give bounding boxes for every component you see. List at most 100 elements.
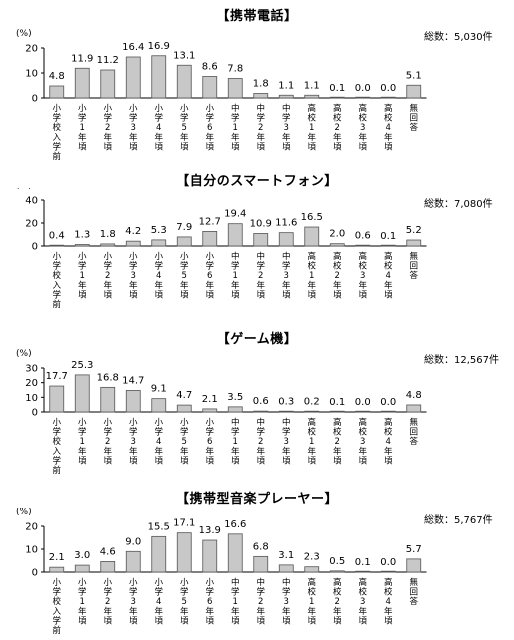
bar bbox=[176, 64, 192, 99]
bar bbox=[380, 244, 396, 247]
bar bbox=[304, 410, 320, 413]
total-label: 総数： bbox=[424, 32, 454, 43]
bar bbox=[253, 233, 269, 247]
bar bbox=[406, 84, 422, 99]
bar bbox=[49, 244, 65, 247]
x-tick-label: 小学校入学前 bbox=[52, 577, 61, 636]
bar bbox=[202, 230, 218, 247]
data-label: 6.8 bbox=[253, 541, 269, 552]
bar bbox=[151, 535, 167, 573]
bar bbox=[227, 406, 243, 413]
data-label: 2.1 bbox=[202, 394, 218, 405]
x-tick-label: 高校 4 年頃 bbox=[384, 103, 393, 152]
total-label: 総数： bbox=[424, 355, 454, 366]
x-tick-label: 小学 6 年頃 bbox=[205, 577, 214, 626]
data-label: 11.2 bbox=[97, 55, 119, 66]
bar bbox=[49, 566, 65, 573]
x-tick-label: 中学 3 年頃 bbox=[282, 251, 291, 300]
y-tick-label: 0 bbox=[32, 408, 38, 419]
data-label: 17.7 bbox=[46, 371, 68, 382]
x-tick-label: 高校 4 年頃 bbox=[384, 251, 393, 300]
x-tick-label: 小学 4 年頃 bbox=[154, 251, 163, 300]
data-label: 1.3 bbox=[74, 230, 90, 241]
x-tick-label: 高校 1 年頃 bbox=[307, 417, 316, 466]
x-tick-label: 高校 2 年頃 bbox=[333, 577, 342, 626]
bar bbox=[176, 404, 192, 413]
x-tick-label: 小学 2 年頃 bbox=[103, 417, 112, 466]
bar bbox=[278, 94, 294, 99]
data-label: 10.9 bbox=[250, 218, 272, 229]
bar bbox=[227, 223, 243, 247]
data-label: 1.1 bbox=[278, 80, 294, 91]
bar bbox=[49, 385, 65, 413]
data-label: 5.2 bbox=[406, 225, 422, 236]
data-label: 0.4 bbox=[49, 231, 65, 242]
x-tick-label: 小学 1 年頃 bbox=[78, 417, 87, 466]
bar bbox=[278, 232, 294, 247]
data-label: 13.1 bbox=[173, 50, 195, 61]
data-label: 3.1 bbox=[278, 550, 294, 561]
bar bbox=[278, 410, 294, 413]
bar-chart-music-player: (%) 0 10 20 2.1 小学校入学前 3.0 小学 1 年頃 4.6 小学 2 年頃 9.0 小学 3 年… bbox=[16, 508, 427, 636]
data-label: 11.9 bbox=[71, 53, 93, 64]
y-tick-label: 30 bbox=[25, 364, 38, 375]
data-label: 4.6 bbox=[100, 546, 116, 557]
data-label: 0.0 bbox=[380, 557, 396, 568]
total-label: 総数： bbox=[424, 515, 454, 526]
data-label: 0.3 bbox=[278, 397, 294, 408]
x-tick-label: 小学 1 年頃 bbox=[78, 577, 87, 626]
bar bbox=[202, 539, 218, 573]
bar bbox=[100, 69, 116, 99]
x-tick-label: 小学 3 年頃 bbox=[129, 251, 138, 300]
y-axis-unit: (%) bbox=[16, 508, 32, 517]
y-tick-label: 20 bbox=[25, 378, 38, 389]
x-tick-label: 小学 2 年頃 bbox=[103, 577, 112, 626]
data-label: 16.8 bbox=[97, 372, 119, 383]
data-label: 2.0 bbox=[329, 229, 345, 240]
bar bbox=[406, 239, 422, 247]
bar bbox=[253, 410, 269, 413]
data-label: 4.8 bbox=[49, 71, 65, 82]
y-axis-unit: (%) bbox=[16, 188, 32, 191]
x-tick-label: 中学 3 年頃 bbox=[282, 103, 291, 152]
x-tick-label: 小学 4 年頃 bbox=[154, 103, 163, 152]
data-label: 1.8 bbox=[100, 229, 116, 240]
bar bbox=[100, 243, 116, 247]
x-tick-label: 高校 3 年頃 bbox=[358, 103, 367, 152]
y-tick-label: 0 bbox=[32, 568, 38, 579]
bar bbox=[253, 555, 269, 573]
bar bbox=[355, 244, 371, 247]
x-tick-label: 小学 3 年頃 bbox=[129, 417, 138, 466]
bar-chart-keitai: (%) 0 10 20 4.8 小学校入学前 11.9 小学 1 年頃 11.2 小学 2 年頃 16.4 小… bbox=[16, 29, 427, 162]
data-label: 1.8 bbox=[253, 79, 269, 90]
data-label: 0.6 bbox=[253, 396, 269, 407]
x-tick-label: 中学 2 年頃 bbox=[256, 577, 265, 626]
data-label: 1.1 bbox=[304, 80, 320, 91]
data-label: 7.9 bbox=[176, 222, 192, 233]
data-label: 25.3 bbox=[71, 360, 93, 371]
data-label: 8.6 bbox=[202, 62, 218, 73]
bar bbox=[151, 55, 167, 99]
y-tick-label: 20 bbox=[25, 522, 38, 533]
x-tick-label: 中学 2 年頃 bbox=[256, 417, 265, 466]
x-tick-label: 高校 1 年頃 bbox=[307, 103, 316, 152]
x-tick-label: 小学校入学前 bbox=[52, 251, 61, 308]
data-label: 2.3 bbox=[304, 552, 320, 563]
data-label: 0.2 bbox=[304, 397, 320, 408]
x-tick-label: 小学 5 年頃 bbox=[180, 251, 189, 300]
x-tick-label: 小学 2 年頃 bbox=[103, 251, 112, 300]
bar bbox=[304, 566, 320, 573]
bar bbox=[125, 56, 141, 99]
x-tick-label: 高校 2 年頃 bbox=[333, 417, 342, 466]
total-count: 総数：5,030件 bbox=[424, 28, 493, 43]
bar bbox=[202, 408, 218, 413]
bar bbox=[125, 390, 141, 413]
bar bbox=[176, 236, 192, 247]
x-tick-label: 高校 3 年頃 bbox=[358, 417, 367, 466]
x-tick-label: 小学 6 年頃 bbox=[205, 251, 214, 300]
chart-title: 【携帯型音楽プレーヤー】 bbox=[175, 492, 338, 507]
data-label: 0.6 bbox=[355, 230, 371, 241]
bar bbox=[406, 558, 422, 573]
data-label: 12.7 bbox=[199, 216, 221, 227]
bar bbox=[304, 94, 320, 99]
